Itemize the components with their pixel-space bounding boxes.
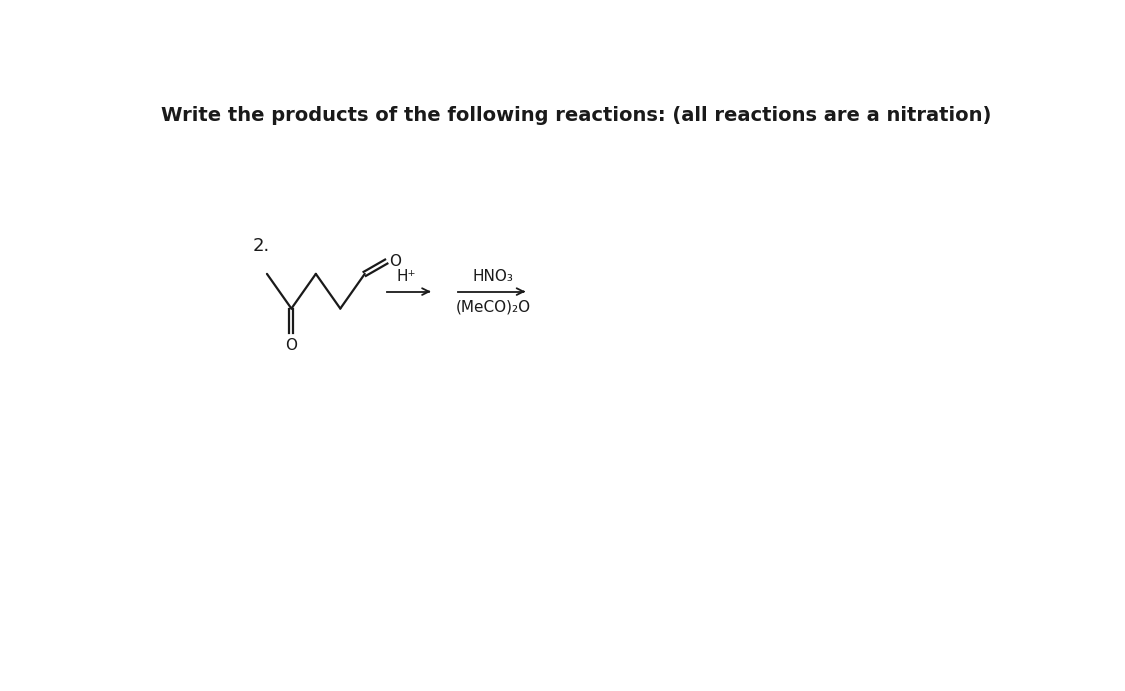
Text: O: O xyxy=(286,338,297,353)
Text: H⁺: H⁺ xyxy=(397,269,416,284)
Text: 2.: 2. xyxy=(253,237,270,255)
Text: Write the products of the following reactions: (all reactions are a nitration): Write the products of the following reac… xyxy=(161,106,991,125)
Text: HNO₃: HNO₃ xyxy=(472,269,514,284)
Text: O: O xyxy=(389,254,402,269)
Text: (MeCO)₂O: (MeCO)₂O xyxy=(456,299,531,314)
